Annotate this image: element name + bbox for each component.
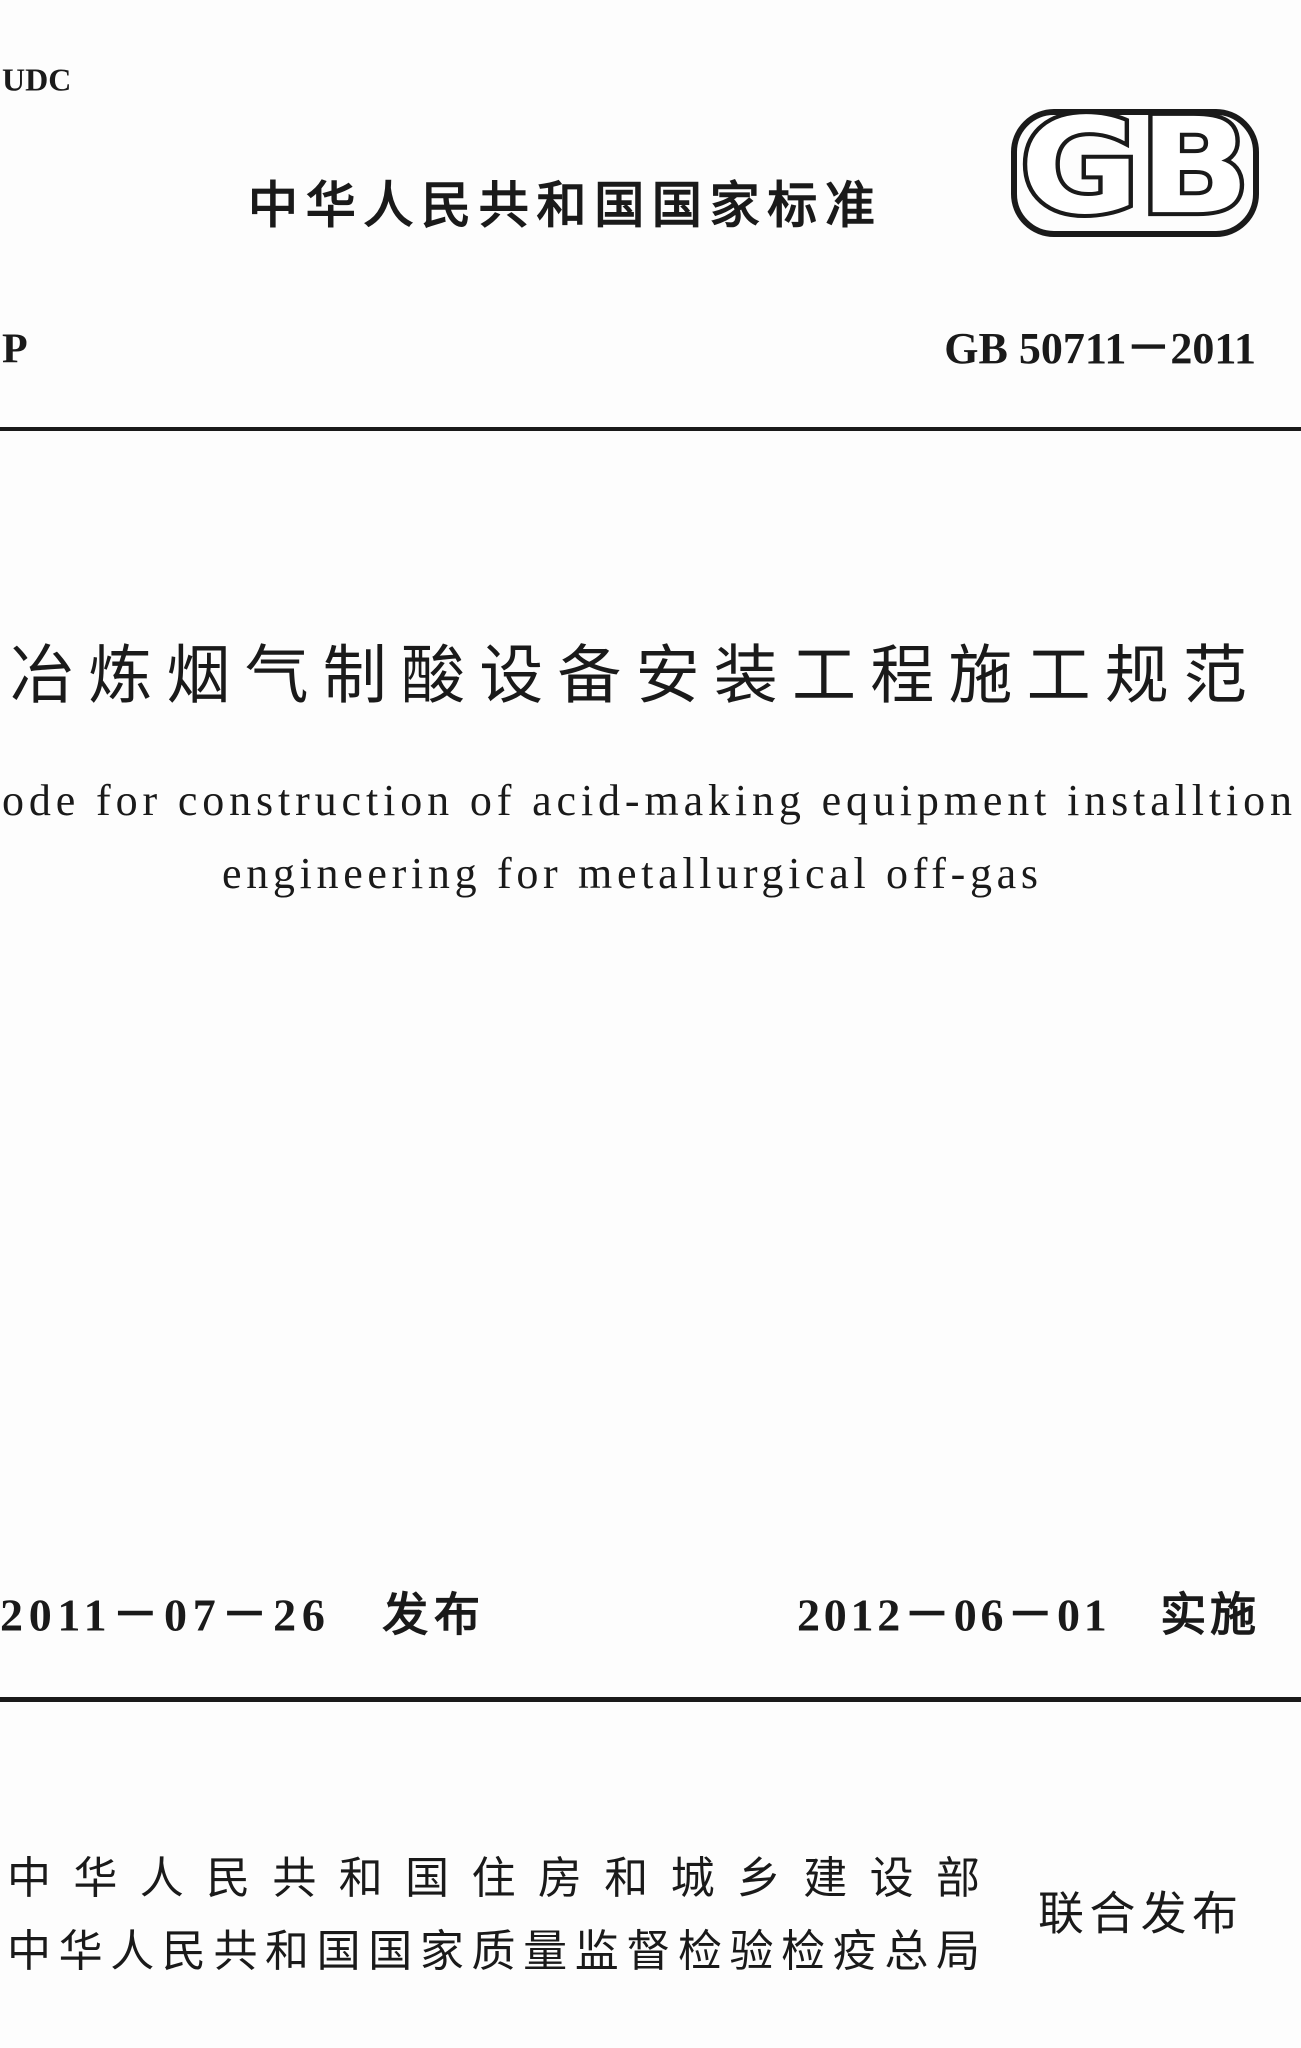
english-title-line: engineering for metallurgical off-gas xyxy=(222,849,1038,898)
standard-type: 中华人民共和国国家标准 xyxy=(248,177,875,235)
udc-label: UDC xyxy=(2,61,71,97)
classification: P xyxy=(2,327,28,373)
issuer-name: 中华人民共和国住房和城乡建设部 xyxy=(7,1853,980,1904)
standard-code: GB 50711－2011 xyxy=(944,324,1256,373)
footer-rule xyxy=(0,1697,1301,1702)
logo-frame xyxy=(1011,109,1259,237)
issuer-name: 中华人民共和国国家质量监督检验检疫总局 xyxy=(7,1926,980,1977)
gb-logo: GB xyxy=(1020,90,1250,244)
header-rule xyxy=(0,427,1301,431)
implement-date: 2012－06－01 实施 xyxy=(797,1590,1256,1641)
issue-date: 2011－07－26 发布 xyxy=(0,1590,480,1641)
english-title-line: ode for construction of acid-making equi… xyxy=(2,776,1292,825)
